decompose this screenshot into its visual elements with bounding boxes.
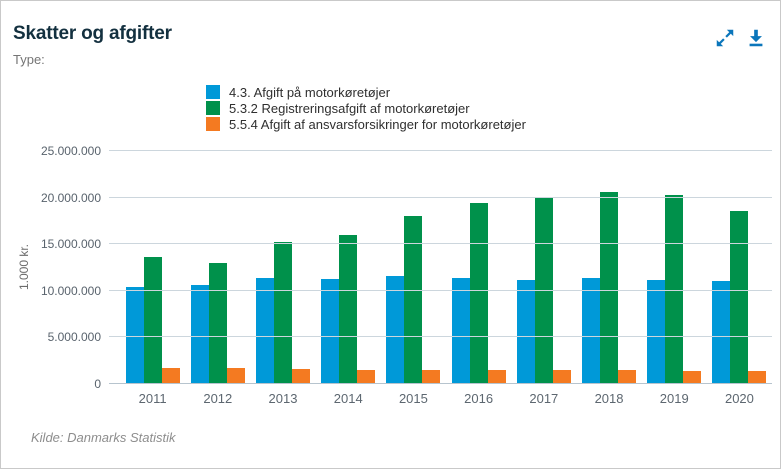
x-tick-label: 2017 xyxy=(529,391,559,406)
bar[interactable] xyxy=(321,278,340,384)
gridline xyxy=(109,289,772,291)
plot-area xyxy=(109,150,772,384)
bar-group-2014 xyxy=(316,151,381,384)
x-tick-label: 2020 xyxy=(724,391,754,406)
bar[interactable] xyxy=(143,257,162,384)
bar-group-2013 xyxy=(250,151,315,384)
legend-label: 5.5.4 Afgift af ansvarsforsikringer for … xyxy=(229,116,526,132)
bar[interactable] xyxy=(469,203,488,384)
bar-group-2017 xyxy=(511,151,576,384)
bar-group-2016 xyxy=(446,151,511,384)
bar[interactable] xyxy=(208,262,227,384)
bar-group-2012 xyxy=(185,151,250,384)
bar[interactable] xyxy=(226,368,245,384)
page-title: Skatter og afgifter xyxy=(13,23,172,44)
bar[interactable] xyxy=(404,216,423,384)
y-tick-label: 15.000.000 xyxy=(40,237,101,252)
bar-group-2018 xyxy=(576,151,641,384)
legend-swatch xyxy=(206,101,220,115)
bar[interactable] xyxy=(386,275,405,384)
expand-icon[interactable] xyxy=(714,27,736,49)
bar-group-2011 xyxy=(120,151,185,384)
x-tick-label: 2011 xyxy=(138,391,167,406)
x-tick-label: 2018 xyxy=(594,391,624,406)
bar-group-2020 xyxy=(707,151,772,384)
gridline xyxy=(109,243,772,245)
bar-group-2019 xyxy=(642,151,707,384)
x-tick-label: 2015 xyxy=(398,391,428,406)
bar[interactable] xyxy=(487,370,506,384)
legend-label: 5.3.2 Registreringsafgift af motorkøretø… xyxy=(229,100,470,116)
x-tick-label: 2012 xyxy=(203,391,233,406)
y-tick-label: 20.000.000 xyxy=(40,190,101,205)
bar[interactable] xyxy=(730,210,749,384)
y-tick-label: 25.000.000 xyxy=(40,144,101,158)
bar[interactable] xyxy=(125,287,144,384)
x-tick-label: 2013 xyxy=(268,391,298,406)
y-tick-label: 5.000.000 xyxy=(47,330,101,345)
x-axis-labels: 2011 2012 2013 2014 2015 2016 2017 2018 2019 2020 xyxy=(120,391,772,406)
legend-label: 4.3. Afgift på motorkøretøjer xyxy=(229,84,391,100)
y-tick-label: 0 xyxy=(94,377,101,391)
type-label: Type: xyxy=(13,52,45,67)
legend-swatch xyxy=(206,85,220,99)
legend: 4.3. Afgift på motorkøretøjer 5.3.2 Regis… xyxy=(206,84,526,132)
bar[interactable] xyxy=(683,370,702,384)
bar[interactable] xyxy=(161,368,180,384)
bar[interactable] xyxy=(190,285,209,384)
x-tick-label: 2016 xyxy=(464,391,494,406)
bar[interactable] xyxy=(256,277,274,384)
bar[interactable] xyxy=(552,370,571,384)
gridline xyxy=(109,150,772,151)
bar[interactable] xyxy=(357,370,376,384)
source-note: Kilde: Danmarks Statistik xyxy=(31,430,176,445)
y-axis-ticks: 0 5.000.000 10.000.000 15.000.000 20.000.000… xyxy=(1,144,101,391)
y-tick-label: 10.000.000 xyxy=(40,283,101,298)
bar[interactable] xyxy=(422,370,441,384)
bar[interactable] xyxy=(292,369,310,384)
bar[interactable] xyxy=(274,242,292,384)
x-tick-label: 2014 xyxy=(333,391,363,406)
legend-item[interactable]: 5.3.2 Registreringsafgift af motorkøretø… xyxy=(206,100,526,116)
bar[interactable] xyxy=(339,234,358,384)
x-tick-label: 2019 xyxy=(659,391,689,406)
legend-item[interactable]: 5.5.4 Afgift af ansvarsforsikringer for … xyxy=(206,116,526,132)
bar[interactable] xyxy=(600,192,619,384)
bar[interactable] xyxy=(582,277,601,384)
bar-groups xyxy=(120,151,772,384)
bar[interactable] xyxy=(516,279,535,384)
bar[interactable] xyxy=(712,280,731,384)
legend-swatch xyxy=(206,117,220,131)
bar[interactable] xyxy=(748,370,767,384)
download-icon[interactable] xyxy=(745,27,767,49)
bar-group-2015 xyxy=(381,151,446,384)
legend-item[interactable]: 4.3. Afgift på motorkøretøjer xyxy=(206,84,526,100)
bar[interactable] xyxy=(618,370,637,384)
bar[interactable] xyxy=(451,277,470,384)
gridline xyxy=(109,336,772,338)
x-axis-line xyxy=(109,383,772,384)
gridline xyxy=(109,196,772,198)
bar[interactable] xyxy=(647,279,666,384)
header-toolbar xyxy=(714,27,767,49)
